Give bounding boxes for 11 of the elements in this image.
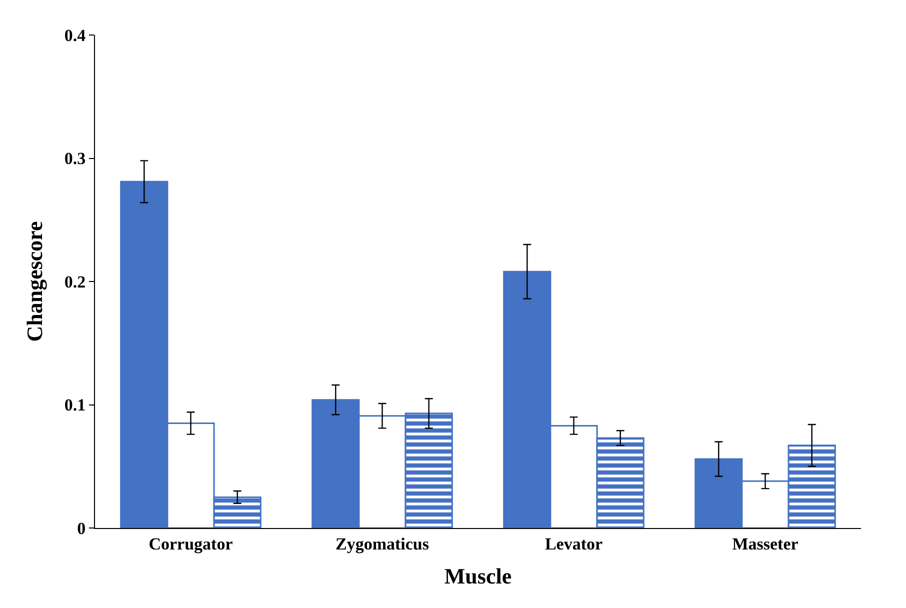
x-tick-label: Levator [544, 534, 603, 554]
y-tick-label: 0.3 [64, 149, 86, 168]
y-tick-label: 0.4 [64, 26, 86, 45]
y-tick-label: 0.2 [64, 272, 86, 292]
x-tick-label: Corrugator [148, 534, 234, 554]
x-axis-title: Muscle [444, 563, 512, 588]
x-tick-label: Masseter [732, 534, 799, 554]
y-tick-label: 0 [77, 518, 86, 538]
y-axis-title: Changescore [22, 220, 48, 342]
y-tick-label: 0.1 [64, 396, 86, 415]
x-tick-label: Zygomaticus [336, 534, 430, 554]
